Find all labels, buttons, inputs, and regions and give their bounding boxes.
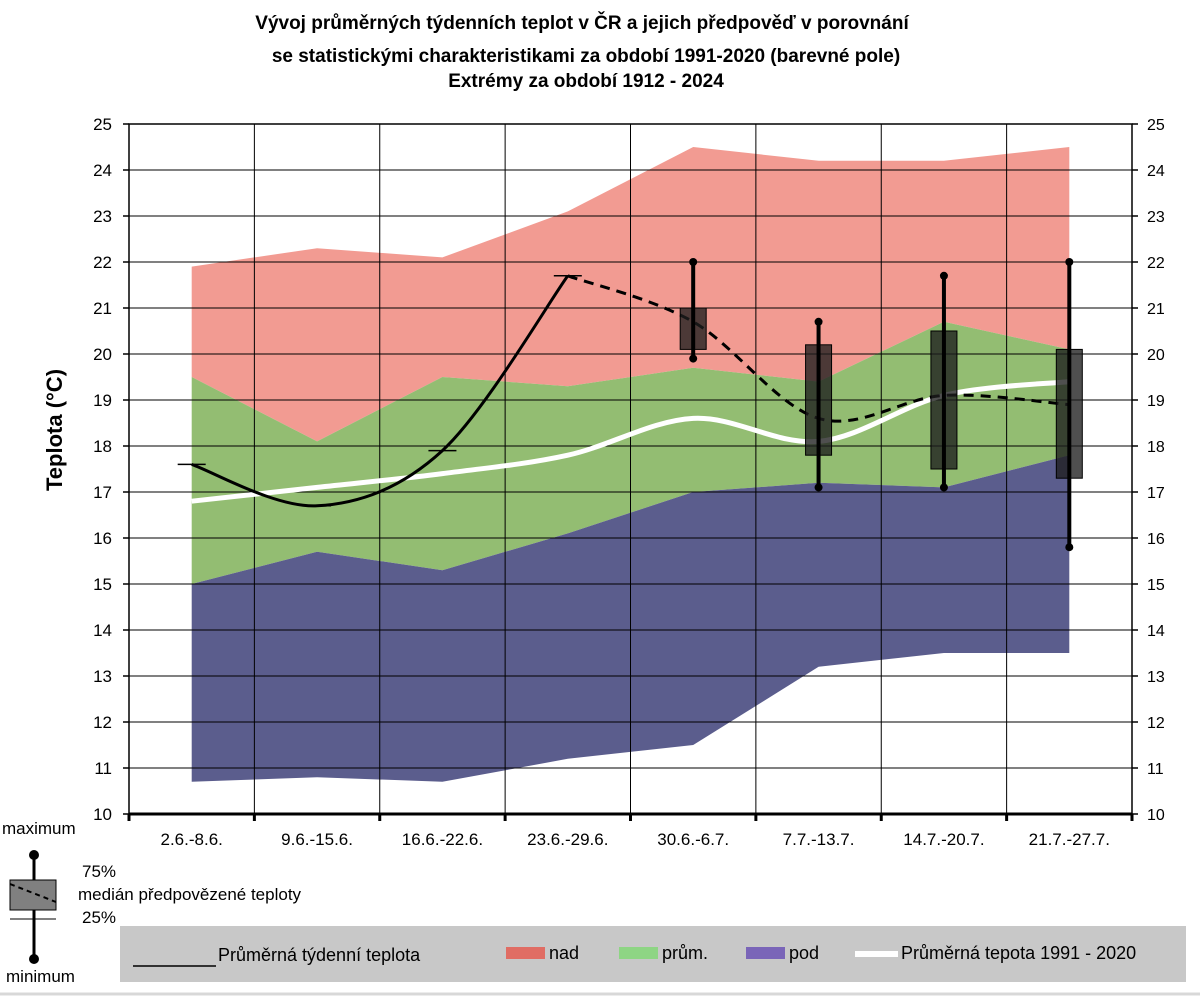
y-tick-label-right: 12 [1147, 715, 1165, 732]
chart-title-line-1: Vývoj průměrných týdenních teplot v ČR a… [255, 12, 909, 34]
y-tick-label-left: 24 [93, 161, 112, 180]
box-key-max-dot [29, 850, 39, 860]
forecast-max-dot [689, 258, 698, 266]
series-line-normal-1991-2020 [191, 379, 1070, 504]
y-tick-label-right: 14 [1147, 623, 1165, 640]
y-tick-label-right: 16 [1147, 531, 1165, 548]
box-key-maximum-label: maximum [2, 819, 76, 838]
box-key-min-dot [29, 954, 39, 964]
forecast-max-dot [814, 317, 823, 326]
x-tick-label: 9.6.-15.6. [281, 830, 353, 849]
y-tick-label-right: 18 [1147, 439, 1165, 456]
y-axis-label: Teplota (°C) [42, 369, 67, 491]
x-tick-label: 14.7.-20.7. [903, 830, 984, 849]
box-key-box [9, 879, 57, 911]
y-tick-label-left: 14 [93, 621, 112, 640]
y-tick-label-right: 22 [1147, 255, 1165, 272]
legend-label-normal: Průměrná tepota 1991 - 2020 [901, 943, 1136, 963]
y-tick-label-right: 11 [1147, 761, 1164, 778]
y-tick-label-left: 25 [93, 115, 112, 134]
y-tick-label-left: 13 [93, 667, 112, 686]
chart-title-line-2: se statistickými charakteristikami za ob… [272, 46, 900, 67]
y-tick-label-right: 10 [1147, 807, 1165, 824]
y-tick-label-left: 21 [93, 299, 112, 318]
x-tick-label: 30.6.-6.7. [657, 830, 729, 849]
legend-label-weekly-mean: Průměrná týdenní teplota [218, 945, 421, 965]
x-tick-label: 16.6.-22.6. [402, 830, 483, 849]
y-tick-label-right: 25 [1147, 117, 1165, 134]
x-tick-label: 23.6.-29.6. [527, 830, 608, 849]
y-tick-label-left: 17 [93, 483, 112, 502]
y-tick-label-left: 11 [94, 759, 112, 778]
box-key-p25-label: 25% [82, 908, 116, 927]
legend-swatch-below [746, 947, 785, 959]
y-tick-label-right: 19 [1147, 393, 1165, 410]
legend-label-above: nad [549, 943, 579, 963]
y-tick-label-left: 16 [93, 529, 112, 548]
y-tick-label-left: 15 [93, 575, 112, 594]
y-tick-label-left: 10 [93, 805, 112, 824]
box-key: maximum 75% medián předpovězené teploty … [2, 819, 302, 986]
box-key-p75-label: 75% [82, 862, 116, 881]
y-tick-label-left: 19 [93, 391, 112, 410]
x-tick-label: 21.7.-27.7. [1029, 830, 1110, 849]
box-key-median-label: medián předpovězené teploty [78, 885, 302, 904]
y-tick-label-left: 12 [93, 713, 112, 732]
x-tick-label: 7.7.-13.7. [783, 830, 855, 849]
x-tick-label: 2.6.-8.6. [161, 830, 223, 849]
axes: 10 10 11 11 12 12 13 13 14 14 15 15 16 16 17 17 18 18 19 19… [93, 115, 1165, 849]
legend: Průměrná týdenní teplota nad prům. pod P… [120, 926, 1186, 982]
legend-label-average: prům. [662, 943, 708, 963]
y-tick-label-right: 17 [1147, 485, 1165, 502]
chart-title-line-3: Extrémy za období 1912 - 2024 [448, 71, 724, 92]
y-tick-label-left: 23 [93, 207, 112, 226]
forecast-max-dot [1065, 258, 1074, 266]
forecast-min-dot [1065, 543, 1074, 552]
y-tick-label-right: 15 [1147, 577, 1165, 594]
y-tick-label-right: 23 [1147, 209, 1165, 226]
chart-title: Vývoj průměrných týdenních teplot v ČR a… [255, 12, 909, 92]
forecast-min-dot [939, 483, 948, 492]
box-key-minimum-label: minimum [6, 967, 75, 986]
forecast-max-dot [939, 271, 948, 280]
legend-swatch-above [506, 947, 545, 959]
y-tick-label-right: 24 [1147, 163, 1165, 180]
y-tick-label-right: 20 [1147, 347, 1165, 364]
forecast-boxes [679, 258, 1083, 552]
forecast-min-dot [814, 483, 823, 492]
y-tick-label-left: 18 [93, 437, 112, 456]
legend-label-below: pod [789, 943, 819, 963]
y-tick-label-right: 13 [1147, 669, 1165, 686]
y-tick-label-left: 20 [93, 345, 112, 364]
series-line-weekly-mean [191, 274, 570, 508]
y-tick-label-right: 21 [1147, 301, 1165, 318]
y-tick-label-left: 22 [93, 253, 112, 272]
forecast-min-dot [689, 354, 698, 363]
legend-swatch-average [619, 947, 658, 959]
